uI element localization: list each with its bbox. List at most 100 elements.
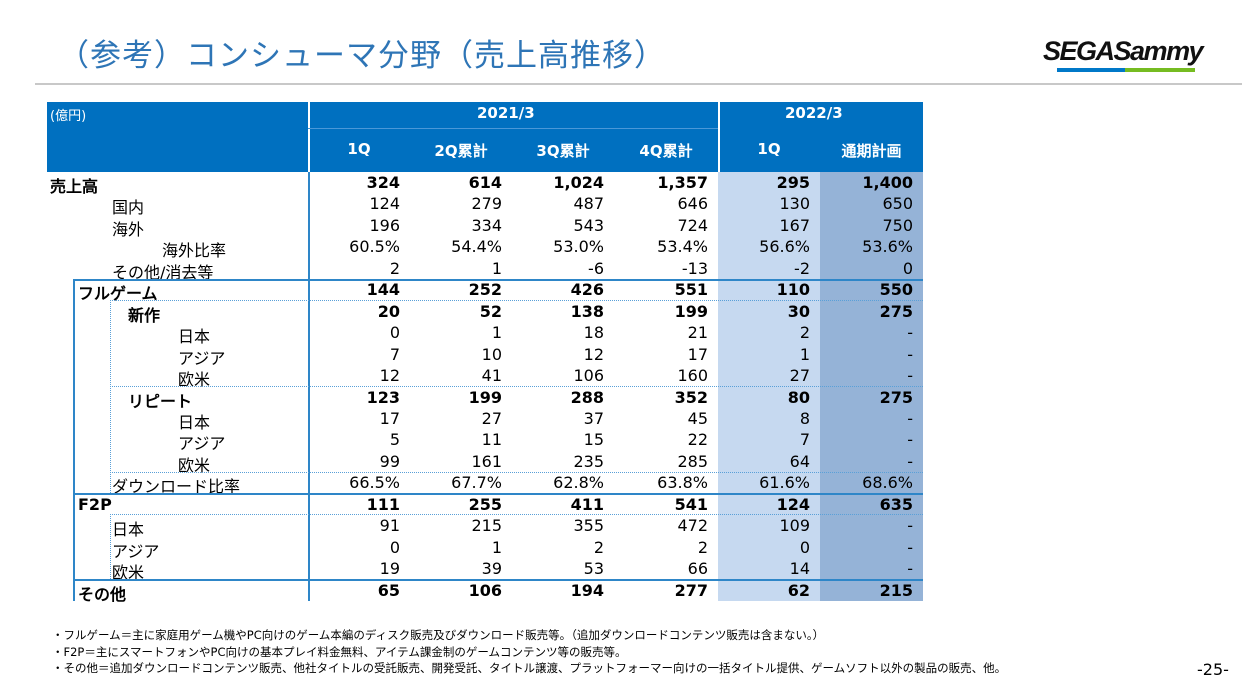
row-value: 65 [377, 580, 400, 600]
row-value: 487 [573, 194, 604, 214]
row-value: 1 [491, 323, 502, 343]
row-value: 22 [687, 430, 708, 450]
row-value: 109 [779, 516, 810, 536]
row-value: 53.4% [657, 237, 708, 257]
row-value: 21 [687, 323, 708, 343]
group-line-fullgame [73, 279, 923, 281]
row-value: 60.5% [349, 237, 400, 257]
row-value: 650 [882, 194, 913, 214]
row-label: アジア [112, 541, 160, 561]
footnote-fullgame: ・フルゲーム＝主に家庭用ゲーム機やPC向けのゲーム本編のディスク販売及びダウンロ… [52, 628, 825, 642]
row-value: 1,024 [553, 173, 604, 192]
row-value: 324 [366, 173, 400, 192]
row-value: 19 [379, 559, 400, 579]
unit-label: (億円) [50, 109, 87, 124]
row-value: 11 [481, 430, 502, 450]
row-value: 277 [674, 580, 708, 600]
row-value: 91 [379, 516, 400, 536]
row-value: 12 [583, 344, 604, 364]
row-value: -2 [794, 258, 810, 278]
row-value: 352 [674, 387, 708, 407]
row-value: 196 [369, 215, 400, 235]
row-value: -13 [681, 258, 708, 278]
row-value: 161 [471, 451, 502, 471]
period-header-2021: 2021/3 [477, 104, 535, 122]
row-value: 27 [481, 408, 502, 428]
row-value: 550 [879, 280, 913, 300]
row-value: 123 [366, 387, 400, 407]
row-value: 750 [882, 215, 913, 235]
row-value: 646 [677, 194, 708, 214]
row-value: 39 [481, 559, 502, 579]
subgroup-line [110, 300, 923, 301]
row-label: 売上高 [50, 177, 99, 196]
row-value: 130 [779, 194, 810, 214]
column-header: 4Q累計 [639, 142, 693, 160]
row-label: その他/消去等 [112, 262, 214, 282]
row-label: F2P [78, 494, 112, 514]
row-value: 635 [879, 494, 913, 514]
row-value: 12 [379, 366, 400, 386]
row-value: 2 [389, 258, 400, 278]
row-value: 64 [789, 451, 810, 471]
header-subline [308, 128, 718, 129]
row-value: - [907, 516, 913, 536]
row-value: 52 [479, 301, 502, 321]
table-header: (億円) 2021/3 2022/3 [47, 102, 923, 172]
row-value: 53.0% [553, 237, 604, 257]
row-value: 66 [687, 559, 708, 579]
row-value: 8 [799, 408, 810, 428]
row-value: 111 [366, 494, 400, 514]
row-label: 日本 [178, 412, 211, 432]
title-divider [35, 83, 1242, 85]
row-value: 252 [468, 280, 502, 300]
row-value: 106 [468, 580, 502, 600]
group-left-border [73, 279, 75, 601]
row-value: 37 [583, 408, 604, 428]
row-value: 543 [573, 215, 604, 235]
footnote-other: ・その他＝追加ダウンロードコンテンツ販売、他社タイトルの受託販売、開発受託、タイ… [52, 661, 1007, 675]
row-value: - [907, 559, 913, 579]
row-value: 411 [570, 494, 604, 514]
row-value: 194 [570, 580, 604, 600]
row-value: 472 [677, 516, 708, 536]
row-value: 63.8% [657, 473, 708, 493]
row-value: 7 [389, 344, 400, 364]
column-header: 2Q累計 [434, 142, 488, 160]
row-value: 2 [799, 323, 810, 343]
subgroup-left-border [110, 300, 111, 493]
row-label: 海外比率 [162, 241, 227, 261]
row-value: 255 [468, 494, 502, 514]
row-value: 5 [389, 430, 400, 450]
row-value: 1,357 [657, 173, 708, 192]
row-value: 0 [389, 323, 400, 343]
subgroup-line [110, 514, 923, 515]
row-value: 14 [789, 559, 810, 579]
row-value: 1,400 [862, 173, 913, 192]
row-value: 160 [677, 366, 708, 386]
row-value: 167 [779, 215, 810, 235]
row-label: ダウンロード比率 [112, 477, 241, 497]
row-value: - [907, 537, 913, 557]
row-value: 235 [573, 451, 604, 471]
row-value: - [907, 323, 913, 343]
row-value: 0 [799, 537, 810, 557]
row-value: 30 [787, 301, 810, 321]
row-value: 275 [879, 387, 913, 407]
row-label: 日本 [178, 327, 211, 347]
row-value: 53.6% [862, 237, 913, 257]
row-value: 80 [787, 387, 810, 407]
period-header-2022: 2022/3 [785, 104, 843, 122]
column-header: 通期計画 [841, 142, 902, 160]
row-value: 551 [674, 280, 708, 300]
row-value: 285 [677, 451, 708, 471]
footnote-f2p: ・F2P＝主にスマートフォンやPC向けの基本プレイ料金無料、アイテム課金制のゲー… [52, 645, 627, 659]
row-value: 215 [471, 516, 502, 536]
row-value: 614 [468, 173, 502, 192]
row-value: 27 [789, 366, 810, 386]
row-value: 541 [674, 494, 708, 514]
row-value: 62.8% [553, 473, 604, 493]
logo-bar-green [1125, 68, 1195, 72]
row-value: 1 [491, 537, 502, 557]
